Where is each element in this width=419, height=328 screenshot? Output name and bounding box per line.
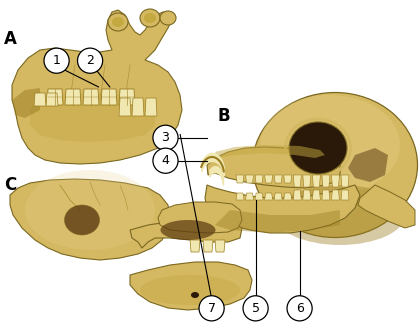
- Polygon shape: [47, 89, 63, 105]
- Polygon shape: [331, 190, 339, 200]
- Polygon shape: [358, 185, 415, 228]
- Polygon shape: [130, 262, 252, 310]
- Polygon shape: [255, 193, 263, 200]
- Ellipse shape: [140, 275, 240, 305]
- Polygon shape: [236, 193, 244, 200]
- Polygon shape: [101, 89, 117, 105]
- Ellipse shape: [25, 170, 155, 250]
- Polygon shape: [348, 148, 388, 182]
- Ellipse shape: [275, 185, 405, 245]
- Polygon shape: [34, 93, 46, 106]
- Polygon shape: [236, 175, 244, 183]
- Text: A: A: [4, 31, 17, 48]
- Circle shape: [153, 148, 178, 173]
- Ellipse shape: [260, 95, 400, 195]
- Text: 2: 2: [86, 54, 94, 67]
- Polygon shape: [158, 202, 242, 233]
- Polygon shape: [207, 147, 340, 188]
- Polygon shape: [12, 10, 182, 164]
- Text: 7: 7: [207, 302, 216, 315]
- Polygon shape: [341, 190, 349, 200]
- Polygon shape: [274, 193, 282, 200]
- Ellipse shape: [108, 13, 128, 31]
- Polygon shape: [246, 175, 253, 183]
- Polygon shape: [83, 89, 99, 105]
- Polygon shape: [274, 175, 282, 183]
- Text: 5: 5: [251, 302, 260, 315]
- Text: 3: 3: [162, 131, 169, 144]
- Polygon shape: [322, 175, 330, 187]
- Ellipse shape: [191, 292, 199, 298]
- Polygon shape: [312, 190, 321, 200]
- Polygon shape: [130, 220, 242, 248]
- Polygon shape: [284, 175, 292, 183]
- Circle shape: [287, 296, 312, 321]
- Polygon shape: [190, 240, 200, 252]
- Polygon shape: [203, 240, 213, 252]
- Text: 4: 4: [162, 154, 169, 167]
- Polygon shape: [215, 145, 325, 158]
- Circle shape: [243, 296, 268, 321]
- Polygon shape: [215, 210, 340, 233]
- Text: B: B: [218, 108, 230, 125]
- Polygon shape: [265, 175, 273, 183]
- Polygon shape: [12, 88, 40, 118]
- Polygon shape: [246, 193, 253, 200]
- Ellipse shape: [140, 9, 160, 27]
- Ellipse shape: [144, 13, 156, 23]
- Polygon shape: [303, 175, 311, 187]
- Circle shape: [199, 296, 224, 321]
- Polygon shape: [265, 193, 273, 200]
- Circle shape: [78, 48, 103, 73]
- Polygon shape: [145, 98, 157, 116]
- Polygon shape: [30, 93, 155, 142]
- Ellipse shape: [253, 92, 417, 237]
- Polygon shape: [303, 190, 311, 200]
- Polygon shape: [312, 175, 321, 187]
- Polygon shape: [255, 175, 263, 183]
- Polygon shape: [132, 98, 144, 116]
- Polygon shape: [284, 193, 292, 200]
- Ellipse shape: [65, 205, 99, 235]
- Text: 6: 6: [296, 302, 303, 315]
- Polygon shape: [341, 175, 349, 187]
- Polygon shape: [331, 175, 339, 187]
- Polygon shape: [293, 190, 301, 200]
- Circle shape: [153, 125, 178, 150]
- Polygon shape: [65, 89, 81, 105]
- Polygon shape: [215, 240, 225, 252]
- Polygon shape: [119, 89, 135, 105]
- Polygon shape: [322, 190, 330, 200]
- Text: C: C: [4, 176, 17, 194]
- Ellipse shape: [289, 122, 347, 174]
- Polygon shape: [293, 175, 301, 187]
- Ellipse shape: [160, 220, 215, 240]
- Circle shape: [44, 48, 69, 73]
- Text: 1: 1: [53, 54, 60, 67]
- Polygon shape: [205, 185, 360, 233]
- Polygon shape: [119, 98, 131, 116]
- Polygon shape: [46, 93, 58, 106]
- Ellipse shape: [160, 11, 176, 25]
- Polygon shape: [10, 179, 170, 260]
- Ellipse shape: [112, 17, 124, 27]
